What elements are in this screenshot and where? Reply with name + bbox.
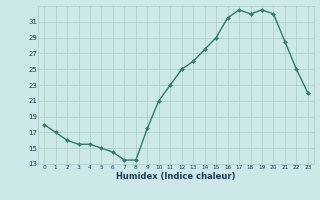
X-axis label: Humidex (Indice chaleur): Humidex (Indice chaleur) bbox=[116, 172, 236, 181]
